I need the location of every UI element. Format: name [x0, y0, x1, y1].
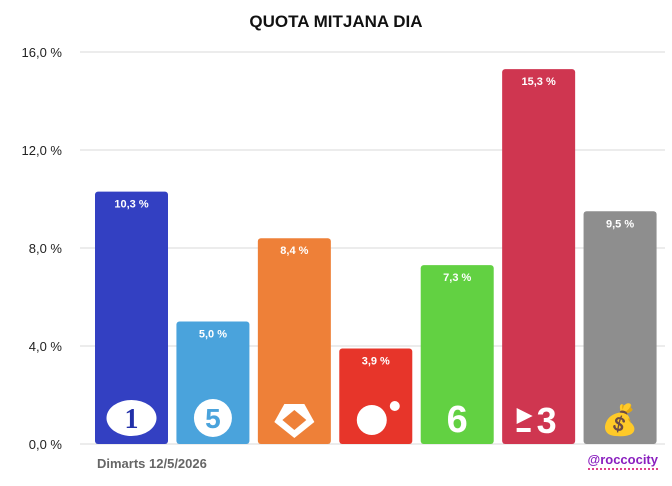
bar-1[interactable]	[95, 191, 168, 444]
bar-6[interactable]	[502, 69, 576, 445]
y-tick-label: 4,0 %	[29, 339, 63, 354]
chart-title: QUOTA MITJANA DIA	[249, 12, 423, 31]
svg-text:1: 1	[125, 404, 139, 435]
bar-value-label: 9,5 %	[606, 218, 634, 230]
bar-value-label: 7,3 %	[443, 272, 471, 284]
svg-text:6: 6	[447, 399, 468, 441]
author-credit[interactable]: @roccocity	[587, 452, 658, 470]
data-labels: 10,3 % 5,0 % 8,4 % 3,9 % 7,3 % 15,3 % 9,5 %	[114, 76, 634, 367]
y-tick-label: 16,0 %	[22, 45, 63, 60]
antena3-logo-icon	[274, 404, 315, 438]
bar-3[interactable]	[257, 238, 331, 444]
bar-value-label: 10,3 %	[114, 199, 148, 211]
telecinco-logo-icon: 5	[193, 399, 232, 437]
y-tick-label: 8,0 %	[29, 241, 63, 256]
money-bag-icon: 💰	[601, 402, 638, 438]
date-footnote: Dimarts 12/5/2026	[97, 456, 207, 471]
y-axis-tick-labels: 0,0 % 4,0 % 8,0 % 12,0 % 16,0 %	[22, 45, 63, 452]
bar-value-label: 5,0 %	[199, 329, 227, 341]
y-tick-label: 12,0 %	[22, 143, 63, 158]
bar-value-label: 8,4 %	[280, 245, 308, 257]
bar-value-label: 3,9 %	[362, 355, 390, 367]
bar-5[interactable]	[420, 265, 494, 444]
svg-text:5: 5	[205, 403, 221, 434]
cuatro-logo-icon	[356, 401, 400, 435]
svg-text:3: 3	[537, 400, 557, 441]
channel-logos: 1 5 6 3 💰	[106, 399, 639, 441]
tv3-logo-icon: 3	[516, 400, 557, 441]
bar-7[interactable]	[583, 211, 657, 444]
svg-text:💰: 💰	[601, 402, 638, 438]
lasexta-logo-icon: 6	[447, 399, 468, 441]
bars	[95, 69, 657, 445]
y-tick-label: 0,0 %	[29, 437, 63, 452]
bar-value-label: 15,3 %	[522, 76, 556, 88]
la1-logo-icon: 1	[106, 400, 157, 436]
